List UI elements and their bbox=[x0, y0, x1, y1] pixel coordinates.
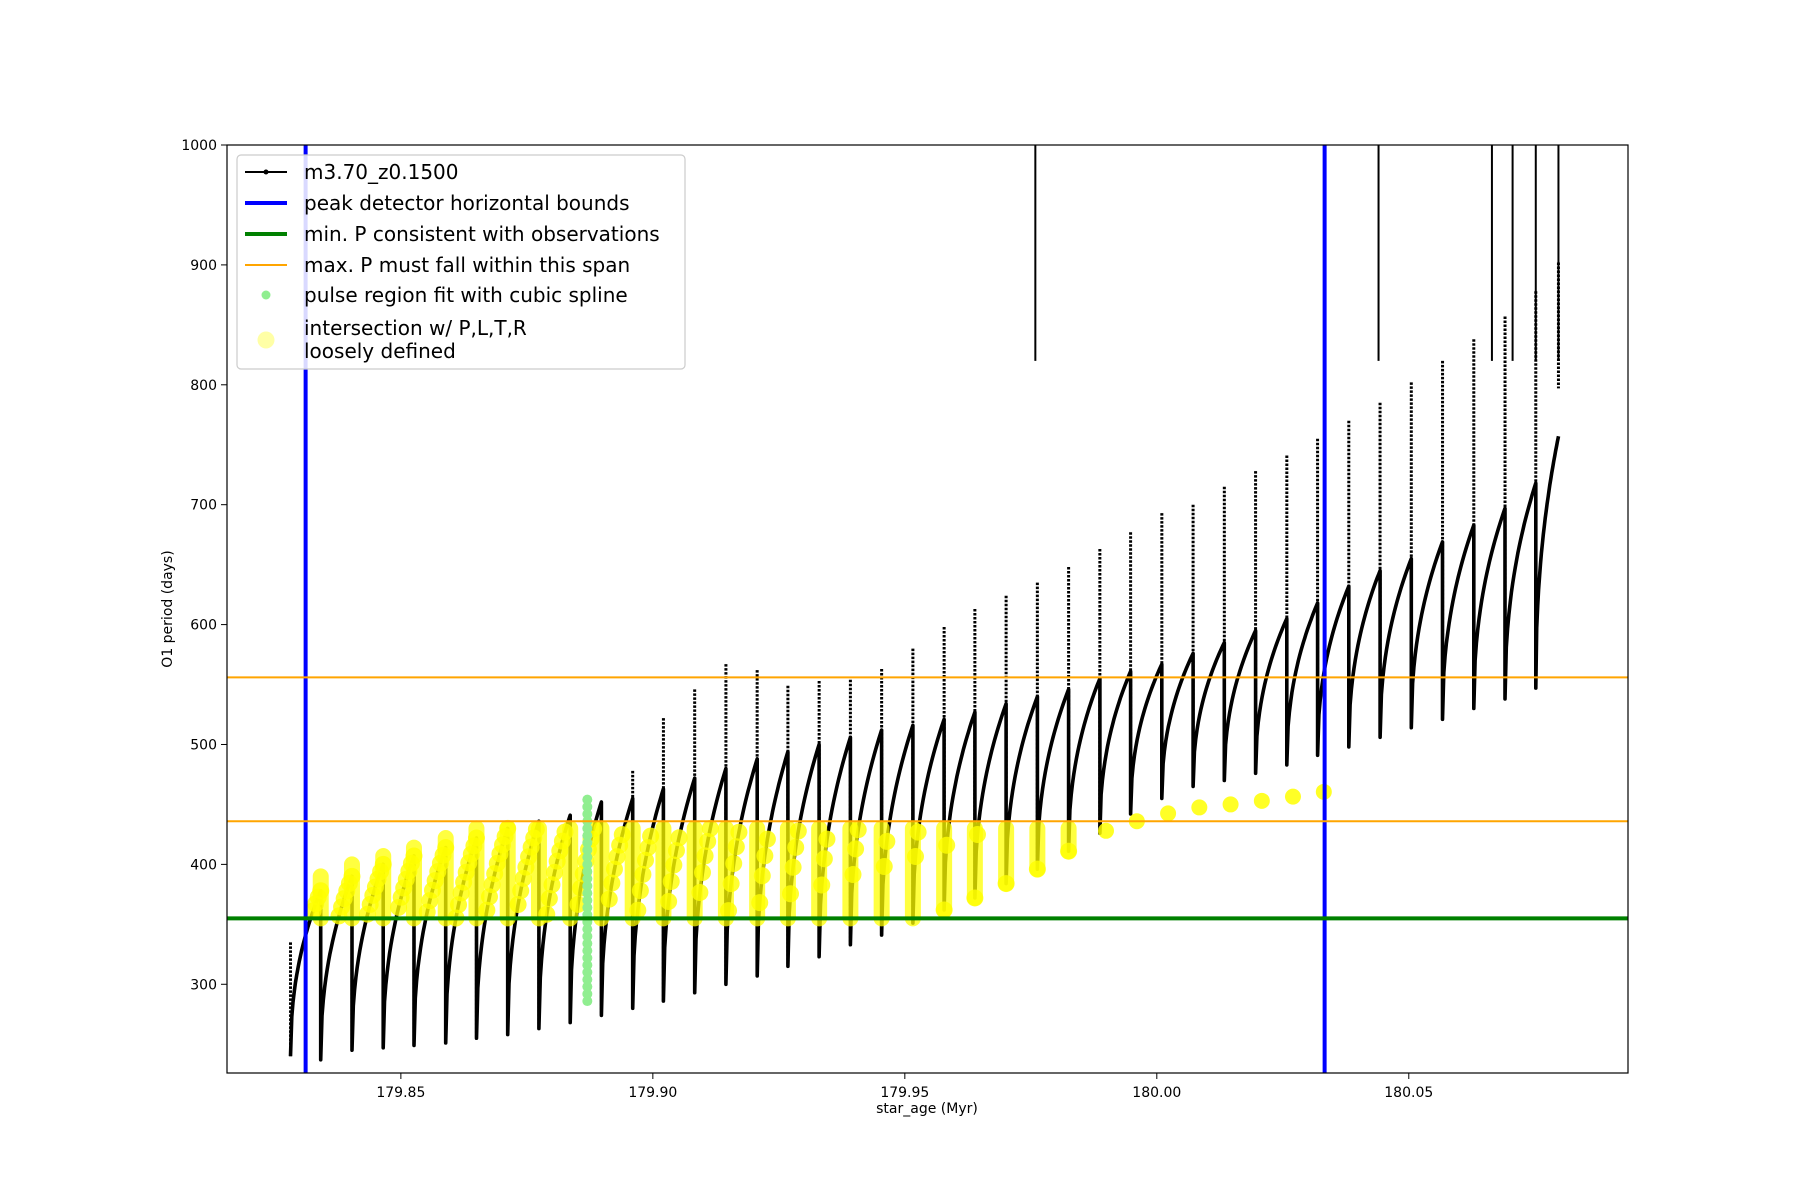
legend-label: pulse region fit with cubic spline bbox=[304, 283, 628, 307]
legend-label: loosely defined bbox=[304, 339, 456, 363]
x-tick-label: 179.85 bbox=[376, 1085, 425, 1101]
spline-point bbox=[582, 967, 593, 978]
spline-point bbox=[582, 981, 593, 992]
spline-point bbox=[582, 830, 593, 841]
x-axis-label: star_age (Myr) bbox=[876, 1101, 978, 1117]
legend-box bbox=[236, 154, 686, 370]
spline-point bbox=[582, 996, 593, 1007]
spline-point bbox=[582, 888, 593, 899]
plot-area bbox=[227, 145, 1628, 1073]
spline-point bbox=[582, 931, 593, 942]
spline-point bbox=[582, 873, 593, 884]
intersection-point bbox=[701, 820, 719, 838]
intersection-point bbox=[1222, 796, 1239, 813]
spline-point bbox=[582, 823, 593, 834]
intersection-point bbox=[1191, 799, 1208, 816]
intersection-series bbox=[304, 783, 1332, 927]
intersection-point bbox=[642, 827, 660, 845]
spline-point bbox=[582, 974, 593, 985]
intersection-point bbox=[667, 842, 685, 860]
legend-swatch-dot bbox=[261, 290, 271, 300]
spline-point bbox=[582, 924, 593, 935]
intersection-point bbox=[636, 851, 654, 869]
spline-point bbox=[582, 859, 593, 870]
y-tick-label: 800 bbox=[190, 378, 217, 394]
plot-frame bbox=[226, 144, 1629, 1074]
y-tick-label: 700 bbox=[190, 498, 217, 514]
intersection-point bbox=[1253, 792, 1270, 809]
legend-label: max. P must fall within this span bbox=[304, 253, 630, 277]
x-tick-label: 180.00 bbox=[1132, 1085, 1181, 1101]
intersection-point bbox=[699, 832, 717, 850]
x-tick-label: 179.95 bbox=[880, 1085, 929, 1101]
intersection-point bbox=[1098, 822, 1115, 839]
intersection-point bbox=[1160, 805, 1177, 822]
spline-point bbox=[582, 880, 593, 891]
legend-label: peak detector horizontal bounds bbox=[304, 191, 630, 215]
spline-point bbox=[582, 895, 593, 906]
spline-point bbox=[582, 988, 593, 999]
x-axis: 179.85 179.90 179.95 180.00 180.05 bbox=[376, 1073, 1433, 1101]
intersection-point bbox=[670, 829, 688, 847]
spline-point bbox=[582, 794, 593, 805]
legend-swatch-dot bbox=[263, 169, 269, 175]
intersection-point bbox=[730, 823, 748, 841]
legend-label: intersection w/ P,L,T,R bbox=[304, 316, 527, 340]
spline-point bbox=[582, 844, 593, 855]
x-tick-label: 180.05 bbox=[1384, 1085, 1433, 1101]
y-axis: 300 400 500 600 700 800 900 1000 bbox=[181, 138, 227, 993]
y-axis-label: O1 period (days) bbox=[160, 550, 176, 667]
legend-label: min. P consistent with observations bbox=[304, 222, 660, 246]
spline-point bbox=[582, 952, 593, 963]
intersection-point bbox=[1284, 788, 1301, 805]
x-tick-label: 179.90 bbox=[628, 1085, 677, 1101]
y-tick-label: 300 bbox=[190, 977, 217, 993]
spline-series bbox=[582, 794, 593, 1007]
y-tick-label: 1000 bbox=[181, 138, 217, 154]
spline-point bbox=[582, 809, 593, 820]
spline-point bbox=[582, 866, 593, 877]
y-tick-label: 400 bbox=[190, 857, 217, 873]
legend-swatch-dot bbox=[257, 331, 275, 349]
spline-point bbox=[582, 938, 593, 949]
y-tick-label: 600 bbox=[190, 618, 217, 634]
spline-point bbox=[582, 801, 593, 812]
y-tick-label: 900 bbox=[190, 258, 217, 274]
spline-point bbox=[582, 837, 593, 848]
spline-point bbox=[582, 945, 593, 956]
legend-label: m3.70_z0.1500 bbox=[304, 160, 459, 184]
spline-point bbox=[582, 852, 593, 863]
y-tick-label: 500 bbox=[190, 737, 217, 753]
spline-point bbox=[582, 960, 593, 971]
spline-point bbox=[582, 902, 593, 913]
